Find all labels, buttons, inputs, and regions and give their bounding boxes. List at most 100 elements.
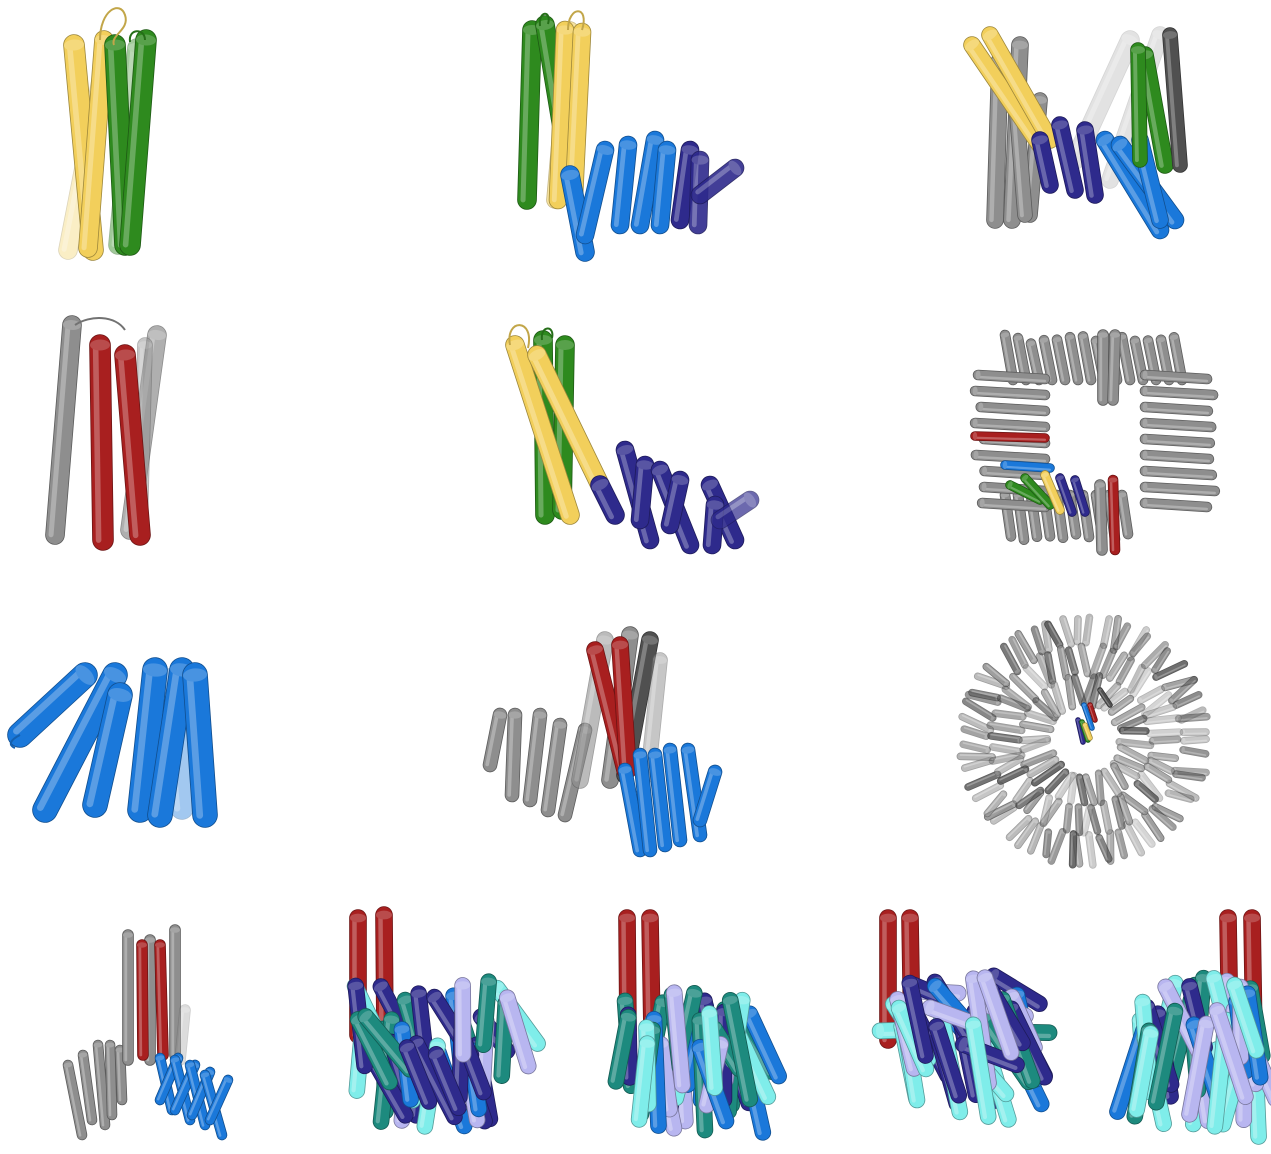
gray-yellow-green-with-navy-blue-repeats	[963, 26, 1188, 240]
helix-gray	[1110, 762, 1129, 791]
helix-gray	[1064, 331, 1084, 386]
helix-gray	[92, 1039, 111, 1131]
helix-gray	[1022, 664, 1049, 691]
helix-gray	[1012, 776, 1034, 804]
helix-cyan	[964, 1016, 997, 1125]
helix-dark_gray	[1062, 802, 1073, 834]
helix-gray	[1107, 329, 1121, 406]
helix-gray	[983, 790, 1008, 818]
helix-gray	[522, 707, 548, 808]
helix-gray	[1139, 465, 1218, 481]
helix-dark_gray	[1000, 642, 1022, 676]
helix-gray	[1116, 743, 1150, 765]
helix-blue	[575, 140, 615, 245]
helix-blue	[610, 135, 638, 235]
helix-gray	[1039, 794, 1053, 826]
helix-gray	[1142, 703, 1178, 720]
helix-navy	[1075, 717, 1086, 745]
gray-red-blue-helical-assembly	[482, 626, 723, 858]
helix-gray	[999, 489, 1017, 542]
helix-blue	[182, 662, 218, 828]
helix-gray	[1085, 830, 1097, 869]
helix-red	[879, 909, 897, 1049]
helix-dark_gray	[1075, 773, 1089, 807]
helix-lavender	[499, 989, 537, 1075]
helix-navy	[630, 455, 655, 530]
helix-navy	[1076, 121, 1104, 204]
helix-dark_gray	[1047, 827, 1067, 865]
helix-dark_gray	[1008, 635, 1029, 669]
helix-dark_gray	[996, 694, 1031, 713]
helix-gray	[1081, 773, 1098, 807]
helix-navy	[660, 470, 690, 535]
helix-gray	[1139, 401, 1214, 417]
helix-blue	[617, 762, 648, 858]
loop-green	[128, 30, 146, 43]
helix-dark_gray	[962, 697, 997, 722]
helix-gray	[976, 497, 1051, 513]
helix-gray	[1110, 703, 1146, 727]
helix-gray	[1113, 754, 1146, 773]
helix-gray	[1077, 331, 1097, 386]
helix-red	[611, 636, 637, 779]
helix-dark_gray	[1172, 691, 1203, 709]
helix-gray	[504, 707, 523, 803]
helix-cyan	[630, 1035, 656, 1128]
rectangular-ring-assembly	[969, 329, 1221, 556]
helix-gray	[1018, 734, 1052, 745]
helix-lavender	[976, 969, 1020, 1061]
helix-dark_gray	[1020, 749, 1058, 769]
helix-blue	[647, 747, 673, 853]
red-helices-with-cyan-lavender-bundle-4	[1109, 909, 1271, 1145]
helix-gray	[1038, 334, 1058, 386]
yellow-green-helical-hairpin-pair	[58, 7, 157, 261]
helix-red	[970, 431, 1050, 443]
helix-yellow	[505, 335, 580, 525]
helix-gray	[1054, 771, 1076, 801]
helix-blue	[82, 682, 133, 818]
loop-green	[538, 12, 550, 27]
helix-navy	[590, 475, 625, 525]
helix-teal	[357, 1008, 419, 1078]
helix-navy	[1051, 116, 1084, 199]
helix-blue	[741, 1005, 787, 1085]
helix-gray	[1073, 615, 1082, 646]
helix-dark_gray	[1087, 804, 1102, 835]
helix-gray	[970, 449, 1051, 465]
helix-dark_gray	[1148, 805, 1177, 831]
helix-gray	[77, 1049, 98, 1126]
helix-blue	[692, 764, 723, 828]
helix-gray	[482, 707, 508, 773]
helix-dark_gray	[1042, 828, 1053, 859]
helix-gray	[114, 1044, 128, 1106]
helix-gray	[982, 662, 1011, 688]
helix-gray	[969, 385, 1051, 401]
helix-dark_gray	[960, 725, 991, 740]
helix-navy	[690, 158, 745, 205]
helix-teal	[607, 1008, 637, 1090]
red-helices-with-teal-navy-bundle-3	[871, 909, 1058, 1128]
helix-gray	[975, 401, 1051, 417]
helix-navy	[928, 1018, 968, 1104]
helix-dark_gray	[1044, 620, 1064, 649]
helix-dark_gray	[1082, 613, 1094, 647]
helix-yellow	[1082, 722, 1093, 741]
helix-gray	[1064, 674, 1077, 711]
helix-gray	[540, 717, 568, 818]
helix-gray	[1119, 791, 1149, 816]
helix-blue	[1081, 702, 1095, 731]
helix-gray	[1050, 680, 1067, 715]
helix-gray	[1139, 433, 1216, 449]
helix-navy	[1070, 475, 1090, 517]
helix-gray	[1099, 615, 1113, 649]
helix-green	[1005, 480, 1045, 505]
green-yellow-hairpin-with-blue-repeats	[517, 10, 745, 262]
helix-red	[89, 334, 114, 551]
helix-dark_gray	[1118, 726, 1150, 735]
helix-gray	[971, 781, 1005, 803]
helix-dark_gray	[1174, 712, 1211, 723]
helix-dark_gray	[986, 721, 1026, 735]
helix-gray	[1026, 822, 1045, 855]
helix-gray	[1180, 735, 1210, 745]
